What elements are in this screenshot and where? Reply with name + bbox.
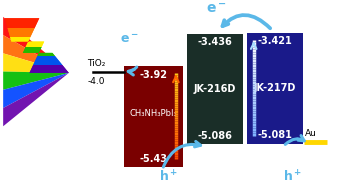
Bar [247, 33, 303, 144]
Polygon shape [1, 37, 75, 46]
Text: -5.081: -5.081 [258, 130, 292, 140]
Text: JK-216D: JK-216D [194, 84, 236, 94]
Text: $\mathbf{e^-}$: $\mathbf{e^-}$ [120, 33, 139, 46]
Polygon shape [1, 65, 75, 75]
Text: JK-217D: JK-217D [254, 83, 296, 93]
Polygon shape [1, 37, 75, 46]
Text: -4.0: -4.0 [88, 77, 105, 86]
Bar [187, 34, 243, 144]
Polygon shape [1, 5, 75, 85]
Polygon shape [3, 17, 69, 73]
Text: -5.086: -5.086 [197, 131, 233, 141]
Bar [124, 66, 183, 167]
Polygon shape [3, 53, 69, 73]
Polygon shape [1, 56, 75, 65]
Text: TiO₂: TiO₂ [88, 59, 106, 68]
Text: -3.92: -3.92 [139, 70, 167, 80]
Polygon shape [3, 35, 69, 73]
Polygon shape [1, 46, 75, 56]
Polygon shape [1, 56, 75, 65]
Text: Au: Au [305, 129, 317, 138]
Polygon shape [3, 72, 69, 90]
Polygon shape [1, 46, 75, 56]
Text: CH₃NH₃PbI₃: CH₃NH₃PbI₃ [129, 109, 177, 118]
Polygon shape [3, 73, 69, 126]
Text: $\mathbf{h^+}$: $\mathbf{h^+}$ [283, 169, 302, 185]
Text: $\mathbf{h^+}$: $\mathbf{h^+}$ [160, 169, 178, 185]
Text: -3.421: -3.421 [258, 36, 292, 46]
Text: $\mathbf{e^-}$: $\mathbf{e^-}$ [206, 2, 227, 17]
Polygon shape [1, 65, 75, 75]
Polygon shape [1, 28, 75, 37]
Text: -3.436: -3.436 [198, 37, 232, 47]
Polygon shape [3, 73, 69, 108]
Polygon shape [1, 28, 75, 37]
Polygon shape [1, 18, 75, 28]
Text: -5.43: -5.43 [139, 154, 167, 164]
Polygon shape [1, 18, 75, 28]
